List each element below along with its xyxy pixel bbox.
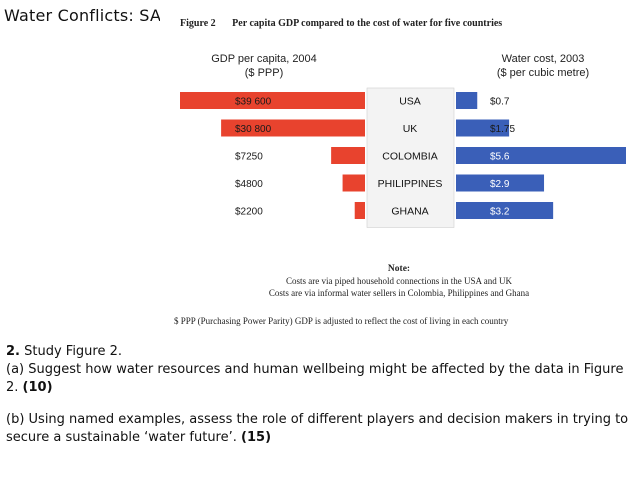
ppp-note: $ PPP (Purchasing Power Parity) GDP is a… (174, 316, 509, 326)
country-label-colombia: COLOMBIA (382, 151, 437, 163)
water-bar-ghana (456, 202, 554, 219)
water-value-label-usa: $0.7 (490, 97, 510, 108)
water-value-label-ghana: $3.2 (490, 207, 510, 218)
figure-caption-text: Per capita GDP compared to the cost of w… (232, 18, 503, 29)
left-axis-unit: ($ PPP) (245, 67, 284, 79)
part-b-text: (b) Using named examples, assess the rol… (6, 412, 629, 445)
gdp-bar-philippines (342, 174, 365, 192)
note-line-1: Costs are via piped household connection… (286, 276, 512, 286)
gdp-value-label-uk: $30 800 (235, 124, 272, 135)
water-bar-usa (456, 92, 478, 109)
country-label-uk: UK (403, 123, 418, 135)
note-line-2: Costs are via informal water sellers in … (268, 288, 530, 298)
gdp-bar-colombia (331, 147, 365, 164)
gdp-value-label-philippines: $4800 (235, 179, 263, 190)
question-part-b: (b) Using named examples, assess the rol… (6, 411, 631, 447)
slide-title: Water Conflicts: SA (4, 6, 162, 25)
water-value-label-colombia: $5.6 (490, 152, 510, 163)
water-value-label-uk: $1.75 (490, 124, 515, 135)
gdp-bar-ghana (354, 202, 365, 219)
water-bar-uk (456, 119, 510, 137)
gdp-value-label-usa: $39 600 (235, 97, 272, 108)
water-bar-philippines (456, 174, 545, 192)
dual-bar-chart: GDP per capita, 2004 ($ PPP) Water cost,… (180, 53, 626, 228)
figure-caption: Figure 2 Per capita GDP compared to the … (180, 18, 502, 29)
part-b-marks: (15) (241, 430, 272, 445)
question-block: 2. Study Figure 2. (a) Suggest how water… (6, 343, 631, 447)
right-axis-unit: ($ per cubic metre) (497, 67, 589, 79)
category-panel (366, 87, 455, 228)
part-a-text: (a) Suggest how water resources and huma… (6, 362, 624, 395)
gdp-bar-usa (180, 92, 365, 109)
question-intro: Study Figure 2. (24, 344, 123, 359)
water-value-label-philippines: $2.9 (490, 179, 510, 190)
question-number: 2. (6, 344, 20, 359)
spacer (6, 397, 631, 411)
country-label-usa: USA (399, 96, 421, 108)
question-heading: 2. Study Figure 2. (6, 343, 631, 361)
country-label-ghana: GHANA (391, 206, 428, 218)
gdp-value-label-ghana: $2200 (235, 207, 263, 218)
part-a-marks: (10) (22, 380, 53, 395)
right-axis-title: Water cost, 2003 (502, 53, 585, 65)
left-axis-title: GDP per capita, 2004 (211, 53, 317, 65)
country-label-philippines: PHILIPPINES (378, 178, 443, 190)
gdp-value-label-colombia: $7250 (235, 152, 263, 163)
gdp-bar-uk (221, 119, 365, 137)
note-title: Note: (387, 264, 411, 274)
figure-number: Figure 2 (180, 18, 216, 29)
water-bar-colombia (456, 147, 626, 164)
question-part-a: (a) Suggest how water resources and huma… (6, 361, 631, 397)
figure-2: Figure 2 Per capita GDP compared to the … (160, 12, 638, 332)
